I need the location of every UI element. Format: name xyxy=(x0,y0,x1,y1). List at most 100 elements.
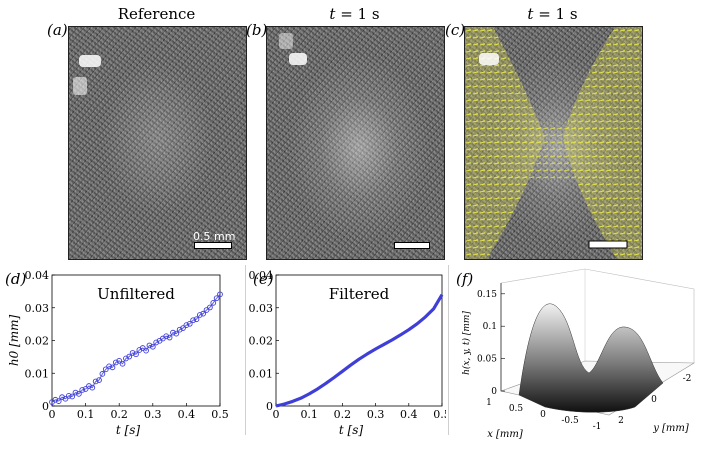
data-point xyxy=(92,378,99,385)
panel-c-label: (c) xyxy=(445,21,466,39)
data-point xyxy=(200,310,207,317)
z-axis-label: h(x, y, t) [mm] xyxy=(461,311,472,375)
x-tick-label: 0.5 xyxy=(433,408,446,421)
bright-spot xyxy=(289,53,307,65)
panel-f-label: (f) xyxy=(456,270,474,288)
x-tick-label: 0.5 xyxy=(509,404,524,414)
x-tick-label: 0.3 xyxy=(367,408,385,421)
bright-spot xyxy=(479,53,499,65)
y-tick-label: 2 xyxy=(618,416,624,426)
data-point xyxy=(176,326,183,333)
data-point xyxy=(59,394,65,401)
x-tick-label: 0.2 xyxy=(334,408,352,421)
x-tick-label: -0.5 xyxy=(561,416,579,426)
data-point xyxy=(186,320,193,327)
y-tick-label: 0 xyxy=(42,400,49,413)
x-tick-label: 0.1 xyxy=(77,408,95,421)
y-tick-label: 0 xyxy=(266,400,273,413)
y-axis-label: y [mm] xyxy=(652,423,689,434)
y-tick-label: 0.02 xyxy=(249,335,274,348)
bright-spot xyxy=(279,33,293,49)
z-tick-label: 0.15 xyxy=(477,290,497,300)
x-tick-label: 0 xyxy=(540,410,546,420)
data-point xyxy=(210,299,217,306)
data-point xyxy=(89,384,96,391)
data-point xyxy=(106,363,112,370)
arrow-field-center xyxy=(495,122,613,182)
x-tick-label: 0.4 xyxy=(400,408,418,421)
data-point xyxy=(217,291,223,298)
data-point xyxy=(116,357,123,364)
panel-divider xyxy=(448,265,449,435)
x-tick-label: 0.1 xyxy=(300,408,318,421)
y-axis-label: h0 [mm] xyxy=(7,315,21,367)
data-point xyxy=(82,386,89,392)
y-tick-label: 0.03 xyxy=(25,302,50,315)
data-point xyxy=(69,393,76,400)
bright-spot xyxy=(73,77,87,95)
plot-filtered: 00.10.20.30.40.500.010.020.030.04t [s]h0… xyxy=(249,269,447,437)
data-point xyxy=(129,350,136,356)
panel-a-title: Reference xyxy=(117,5,196,23)
data-point xyxy=(72,389,79,396)
data-point xyxy=(183,322,190,328)
panel-e-label: (e) xyxy=(253,270,274,288)
data-point xyxy=(170,329,176,336)
x-tick-label: 1 xyxy=(486,398,492,408)
data-series-line xyxy=(51,293,221,403)
data-point xyxy=(207,304,213,311)
panel-a-label: (a) xyxy=(47,21,68,39)
panel-c-title: t = 1 s xyxy=(527,5,578,23)
z-tick-label: 0.1 xyxy=(483,322,497,332)
data-point xyxy=(190,317,196,324)
plot-title: Filtered xyxy=(329,285,390,303)
data-point xyxy=(153,339,160,346)
data-point xyxy=(65,392,72,399)
data-point xyxy=(62,395,69,402)
panel-d-label: (d) xyxy=(5,270,27,288)
displacement-overlay xyxy=(465,27,642,259)
surface-mesh xyxy=(518,303,664,413)
y-tick-label: 0.01 xyxy=(249,367,274,380)
x-tick-label: 0.2 xyxy=(110,408,128,421)
panel-b-label: (b) xyxy=(246,21,268,39)
data-point xyxy=(143,347,149,354)
x-tick-label: 0.5 xyxy=(211,408,229,421)
filtered-series-line xyxy=(275,293,444,408)
y-tick-label: -2 xyxy=(683,374,692,384)
y-tick-label: 0.03 xyxy=(249,302,274,315)
x-tick-label: -1 xyxy=(593,422,602,432)
panel-divider xyxy=(245,265,246,435)
x-axis-label: x [mm] xyxy=(487,429,523,440)
displacement-field-image xyxy=(464,26,643,260)
x-axis-label: t [s] xyxy=(339,423,363,437)
box-back-edge xyxy=(500,268,695,363)
data-point xyxy=(166,334,173,341)
data-point xyxy=(109,364,116,371)
deformed-image xyxy=(266,26,445,260)
data-point xyxy=(79,387,86,393)
data-point xyxy=(119,360,126,367)
y-tick-label: 0.02 xyxy=(25,335,50,348)
x-tick-label: 0 xyxy=(273,408,280,421)
data-point xyxy=(146,342,153,349)
data-point xyxy=(196,312,203,318)
scale-bar xyxy=(394,242,430,249)
y-tick-label: 0.01 xyxy=(25,367,50,380)
data-point xyxy=(173,330,180,337)
z-tick-label: 0.05 xyxy=(477,355,497,365)
data-point xyxy=(133,351,139,358)
x-axis-label: t [s] xyxy=(116,423,140,437)
data-point xyxy=(112,359,119,366)
scale-bar-label: 0.5 mm xyxy=(193,230,236,243)
y-tick-label: 0.04 xyxy=(25,269,50,282)
bright-spot xyxy=(79,55,101,67)
data-point xyxy=(213,295,220,302)
x-tick-label: 0 xyxy=(49,408,56,421)
scale-bar xyxy=(194,242,232,249)
data-point xyxy=(193,316,200,323)
plot-surface: 0 0.05 0.1 0.15 h(x, y, t) [mm] 1 0.5 0 -0.5 -1 x … xyxy=(461,268,696,440)
data-point xyxy=(55,398,62,404)
plot-title: Unfiltered xyxy=(97,285,175,303)
panel-b-title: t = 1 s xyxy=(329,5,380,23)
